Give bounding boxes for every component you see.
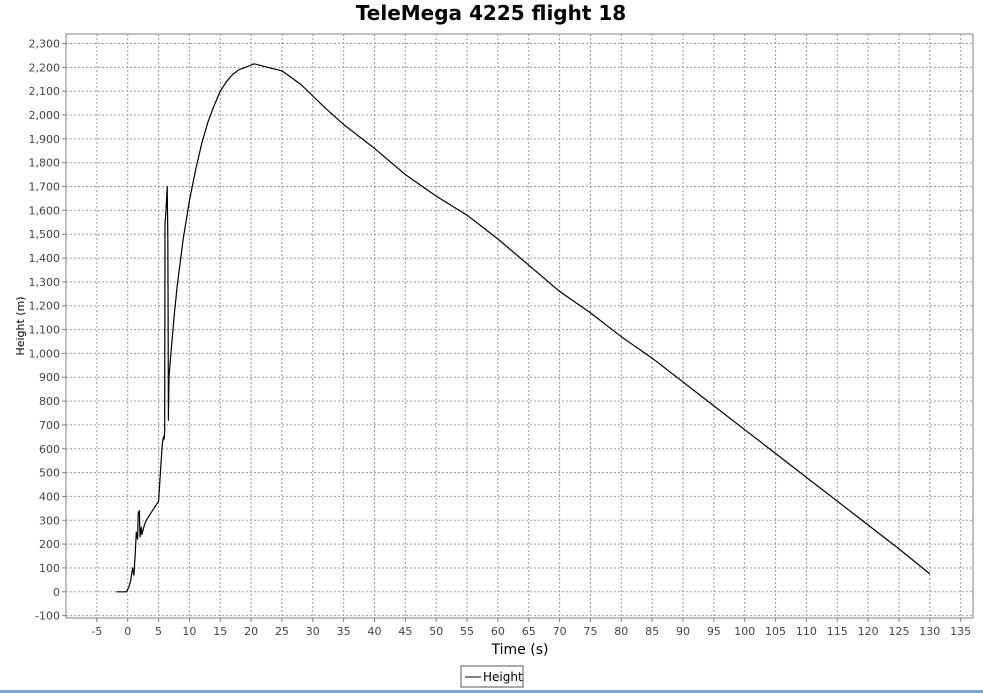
y-tick-label: 1,900 xyxy=(29,133,61,146)
legend-box xyxy=(460,665,524,688)
legend: Height xyxy=(460,665,524,688)
y-tick-label: 1,000 xyxy=(29,347,61,360)
series-layer xyxy=(116,63,931,593)
x-tick-label: 50 xyxy=(429,625,443,638)
x-tick-label: 30 xyxy=(306,625,320,638)
legend-label-height: Height xyxy=(483,670,523,684)
y-tick-label: 2,300 xyxy=(29,38,61,51)
y-tick-label: 1,600 xyxy=(29,204,61,217)
y-tick-label: 1,700 xyxy=(29,181,61,194)
y-tick-label: 700 xyxy=(39,419,60,432)
x-tick-label: 120 xyxy=(858,625,879,638)
y-tick-label: 400 xyxy=(39,490,60,503)
x-tick-label: 75 xyxy=(583,625,597,638)
y-tick-label: 900 xyxy=(39,371,60,384)
y-axis-label: Height (m) xyxy=(14,296,27,355)
y-tick-label: 1,100 xyxy=(29,324,61,337)
y-tick-label: 300 xyxy=(39,514,60,527)
x-tick-label: 60 xyxy=(491,625,505,638)
x-tick-label: -5 xyxy=(91,625,102,638)
x-tick-label: 25 xyxy=(275,625,289,638)
x-tick-label: 20 xyxy=(244,625,258,638)
x-tick-label: 65 xyxy=(522,625,536,638)
y-tick-labels: -100 0 100 200 300 400 500 600 700 800 900 1,000 1,1… xyxy=(29,38,66,623)
chart-title: TeleMega 4225 flight 18 xyxy=(356,1,626,25)
x-tick-label: 95 xyxy=(707,625,721,638)
x-tick-label: 35 xyxy=(337,625,351,638)
x-tick-label: 100 xyxy=(734,625,755,638)
x-tick-label: 110 xyxy=(796,625,817,638)
y-tick-label: 1,200 xyxy=(29,300,61,313)
x-tick-label: 85 xyxy=(645,625,659,638)
x-tick-label: 135 xyxy=(950,625,971,638)
y-tick-label: 1,500 xyxy=(29,228,61,241)
y-tick-label: 500 xyxy=(39,467,60,480)
x-tick-labels: -5 0 5 10 15 20 25 30 35 40 45 50 55 60 65 70 75 80 85 90 95… xyxy=(91,618,971,638)
y-tick-label: 100 xyxy=(39,562,60,575)
x-tick-label: 5 xyxy=(155,625,162,638)
x-tick-label: 40 xyxy=(368,625,382,638)
y-tick-label: 1,400 xyxy=(29,252,61,265)
x-tick-label: 0 xyxy=(124,625,131,638)
x-tick-label: 80 xyxy=(614,625,628,638)
y-tick-label: 600 xyxy=(39,443,60,456)
y-tick-label: 1,800 xyxy=(29,157,61,170)
x-tick-label: 125 xyxy=(888,625,909,638)
x-gridlines xyxy=(96,34,962,618)
x-tick-label: 70 xyxy=(553,625,567,638)
x-tick-label: 45 xyxy=(398,625,412,638)
x-tick-label: 55 xyxy=(460,625,474,638)
x-tick-label: 15 xyxy=(213,625,227,638)
window-bottom-edge xyxy=(0,690,983,693)
x-tick-label: 105 xyxy=(765,625,786,638)
y-tick-label: 1,300 xyxy=(29,276,61,289)
y-tick-label: 2,000 xyxy=(29,109,61,122)
x-tick-label: 115 xyxy=(827,625,848,638)
y-tick-label: 2,200 xyxy=(29,61,61,74)
x-axis-label: Time (s) xyxy=(491,642,549,658)
x-tick-label: 10 xyxy=(182,625,196,638)
y-tick-label: 800 xyxy=(39,395,60,408)
x-tick-label: 130 xyxy=(919,625,940,638)
y-tick-label: 200 xyxy=(39,538,60,551)
y-tick-label: -100 xyxy=(35,610,60,623)
x-tick-label: 90 xyxy=(676,625,690,638)
y-tick-label: 0 xyxy=(53,586,60,599)
series-line-height xyxy=(116,63,931,593)
y-tick-label: 2,100 xyxy=(29,85,61,98)
